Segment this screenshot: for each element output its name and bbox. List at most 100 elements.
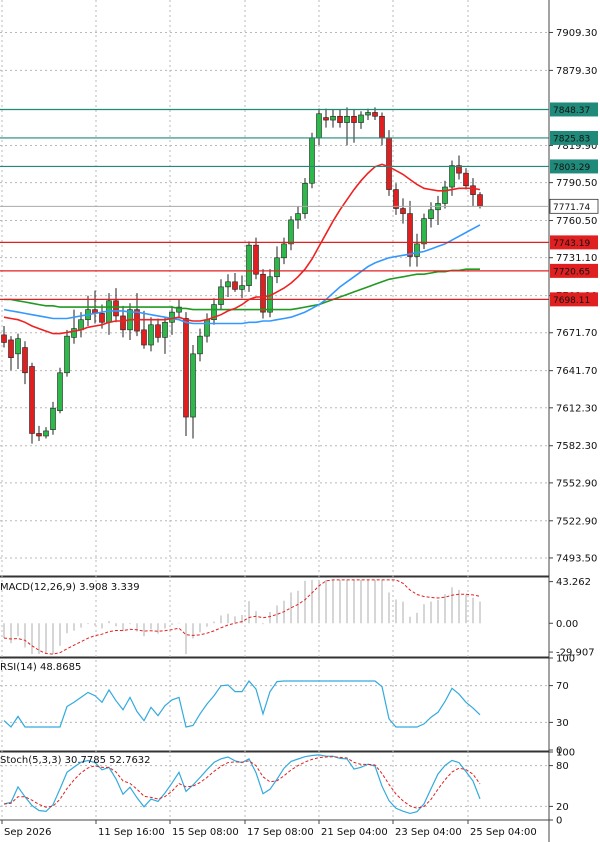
candle-body xyxy=(421,218,427,245)
x-tick-label: Sep 2026 xyxy=(4,827,51,838)
level-tag xyxy=(550,159,598,174)
level-label: 7720.65 xyxy=(553,267,590,277)
candle-body xyxy=(64,335,70,374)
candle-body xyxy=(99,313,105,323)
candle-body xyxy=(470,185,476,195)
ma-green-line xyxy=(4,268,480,311)
candle-body xyxy=(225,281,231,288)
candle-body xyxy=(148,324,154,346)
candle-body xyxy=(197,335,203,355)
stoch-y-label: 80 xyxy=(556,761,569,772)
candle-body xyxy=(323,117,329,121)
level-tag xyxy=(550,102,598,117)
candle-body xyxy=(29,366,35,434)
candle-body xyxy=(302,182,308,214)
x-tick-label: 11 Sep 16:00 xyxy=(98,827,165,838)
candle-body xyxy=(204,319,210,337)
candle-body xyxy=(337,115,343,123)
stoch-d-line xyxy=(3,756,481,809)
macd-y-label: -29.907 xyxy=(556,648,595,659)
candle-body xyxy=(22,347,28,374)
x-tick-label: 15 Sep 08:00 xyxy=(172,827,239,838)
candle-body xyxy=(190,353,196,418)
x-tick-label: 25 Sep 04:00 xyxy=(470,827,537,838)
y-tick-label: 7879.30 xyxy=(556,66,597,77)
y-tick-label: 7731.10 xyxy=(556,253,597,264)
candle-body xyxy=(141,329,147,346)
candle-body xyxy=(428,209,434,219)
candle-body xyxy=(449,165,455,188)
candle-body xyxy=(463,172,469,187)
x-tick-label: 17 Sep 08:00 xyxy=(247,827,314,838)
stoch-y-label: 100 xyxy=(556,748,575,759)
candle-body xyxy=(8,339,14,358)
candle-body xyxy=(365,112,371,116)
macd-signal-line xyxy=(3,579,481,655)
candle-body xyxy=(344,115,350,123)
level-tag xyxy=(550,263,598,278)
candle-body xyxy=(442,186,448,204)
stoch-label: Stoch(5,3,3) 30.7785 52.7632 xyxy=(0,755,151,766)
candle-body xyxy=(15,338,21,355)
candle-body xyxy=(239,285,245,290)
candle-body xyxy=(477,194,483,207)
x-tick-label: 21 Sep 04:00 xyxy=(321,827,388,838)
candle-body xyxy=(246,244,252,286)
candle-body xyxy=(120,315,126,331)
candle-body xyxy=(260,273,266,313)
stoch-y-label: 0 xyxy=(556,816,562,827)
candle-body xyxy=(43,430,49,437)
ma-red-line xyxy=(3,163,481,335)
candle-body xyxy=(1,334,7,343)
candle-body xyxy=(253,244,259,275)
level-label: 7803.29 xyxy=(553,163,590,173)
y-tick-label: 7790.50 xyxy=(556,178,597,189)
candle-body xyxy=(316,113,322,139)
candle-body xyxy=(309,137,315,184)
level-tag xyxy=(550,292,598,307)
level-tag xyxy=(550,130,598,145)
level-label: 7825.83 xyxy=(553,134,590,144)
y-tick-label: 7819.90 xyxy=(556,141,597,152)
candle-body xyxy=(456,165,462,174)
rsi-y-label: 0 xyxy=(556,746,562,757)
y-tick-label: 7641.70 xyxy=(556,366,597,377)
candle-body xyxy=(162,321,168,338)
macd-y-label: 43.262 xyxy=(556,577,591,588)
candle-body xyxy=(78,319,84,331)
y-tick-label: 7760.50 xyxy=(556,216,597,227)
macd-label: MACD(12,26,9) 3.908 3.339 xyxy=(0,582,140,593)
rsi-y-label: 100 xyxy=(556,654,575,665)
candle-body xyxy=(50,407,56,430)
candle-body xyxy=(169,311,175,323)
rsi-line xyxy=(3,680,481,728)
candle-body xyxy=(379,115,385,139)
candle-body xyxy=(71,328,77,338)
candle-body xyxy=(400,208,406,214)
candle-body xyxy=(218,286,224,305)
y-tick-label: 7909.30 xyxy=(556,28,597,39)
current-price-tag xyxy=(549,198,599,214)
macd-y-label: 0.00 xyxy=(556,619,578,630)
candle-body xyxy=(36,433,42,437)
candle-body xyxy=(386,137,392,190)
y-tick-label: 7522.90 xyxy=(556,516,597,527)
rsi-y-label: 30 xyxy=(556,718,569,729)
candle-body xyxy=(372,112,378,117)
y-tick-label: 7582.30 xyxy=(556,441,597,452)
y-tick-label: 7612.30 xyxy=(556,403,597,414)
candle-body xyxy=(57,372,63,412)
candle-body xyxy=(113,300,119,317)
candle-body xyxy=(414,243,420,257)
stoch-y-label: 20 xyxy=(556,802,569,813)
rsi-y-label: 70 xyxy=(556,681,569,692)
y-tick-label: 7671.70 xyxy=(556,328,597,339)
candle-body xyxy=(281,243,287,259)
ma-blue-line xyxy=(3,224,481,325)
candle-body xyxy=(274,257,280,278)
level-tag xyxy=(550,235,598,250)
candle-body xyxy=(351,115,357,123)
candle-body xyxy=(393,189,399,209)
